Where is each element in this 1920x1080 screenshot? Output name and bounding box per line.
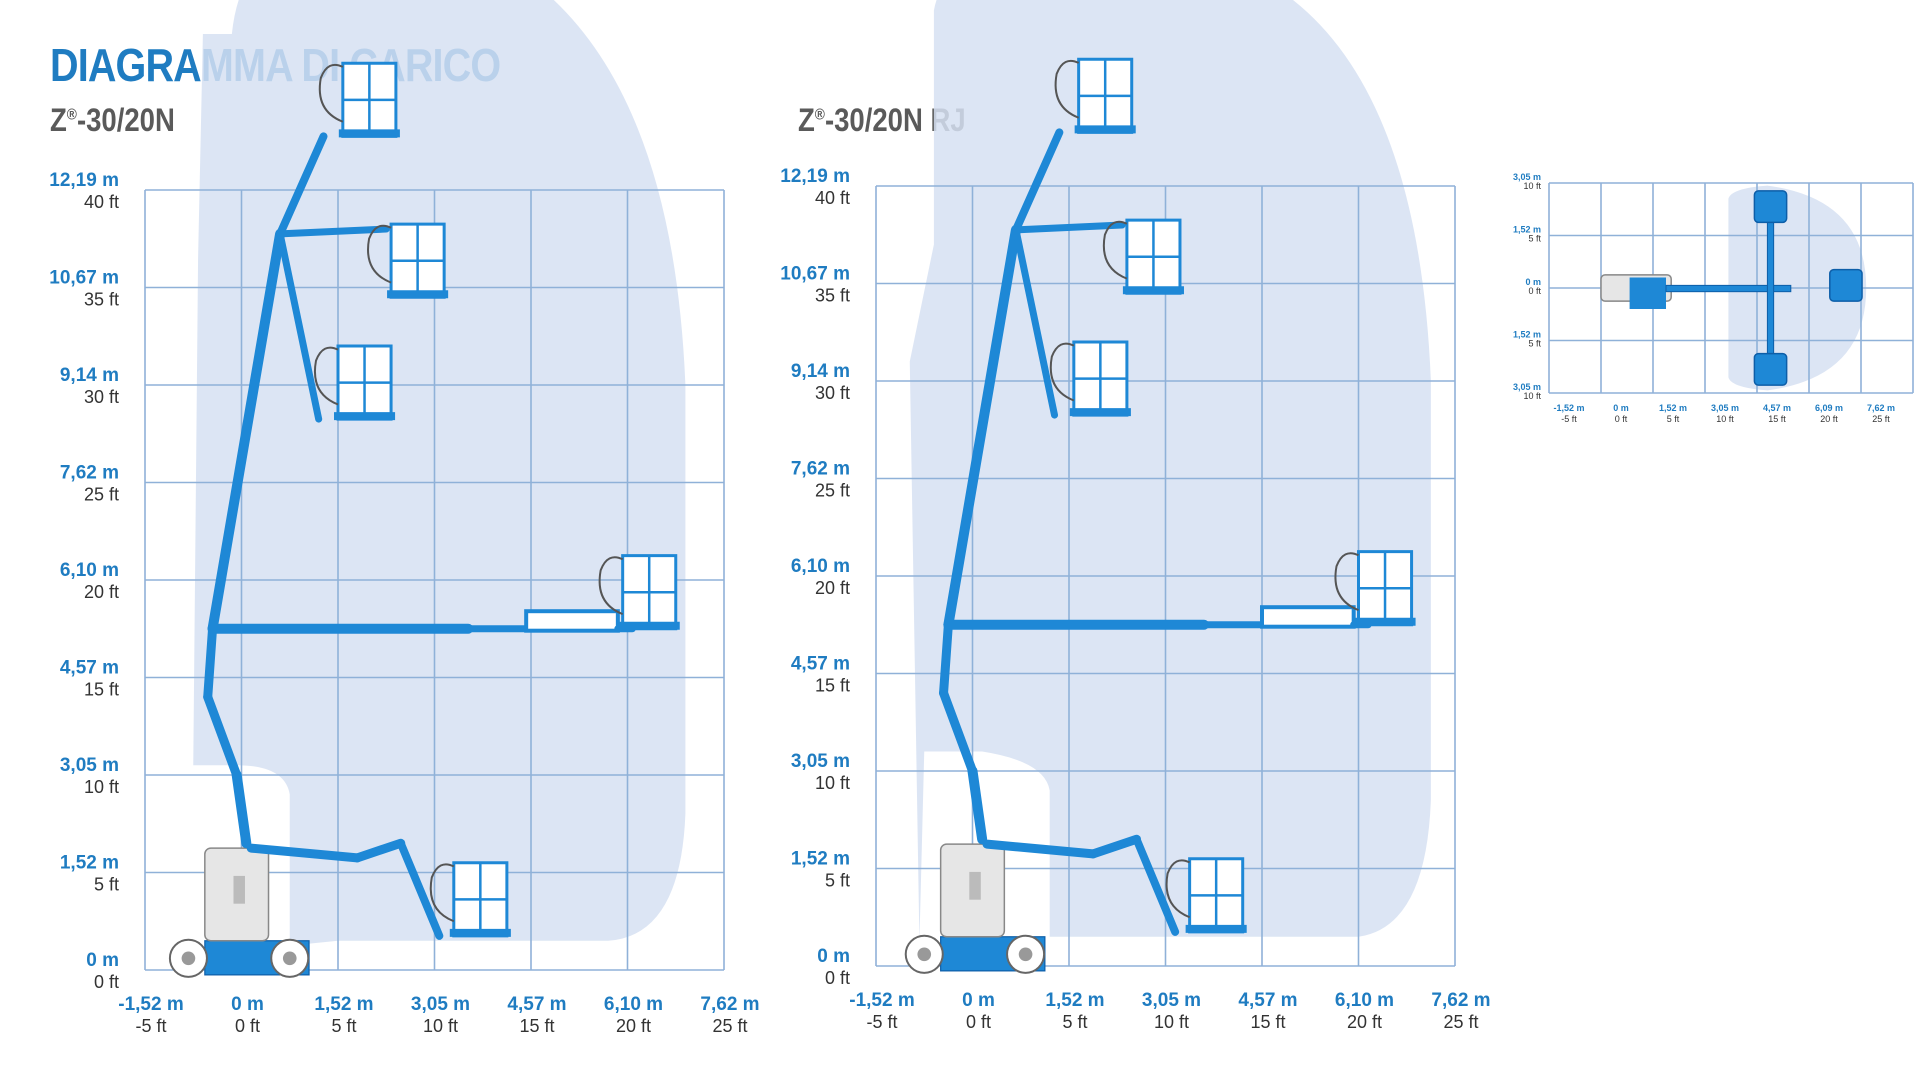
y-tick-label-ft: 30 ft — [84, 387, 119, 407]
y-tick-label-ft: 40 ft — [84, 192, 119, 212]
model-prefix: Z — [798, 102, 815, 138]
model-title-z-30-20n: Z®-30/20N — [50, 102, 175, 139]
y-tick-label-m: 1,52 m — [60, 853, 119, 874]
x-tick-label-m: -1,52 m — [118, 994, 183, 1015]
x-tick-label-ft: 15 ft — [519, 1016, 554, 1036]
working-envelope — [193, 0, 686, 946]
jib-lower — [396, 839, 444, 940]
lower-boom — [246, 843, 362, 863]
y-tick-label-m: 7,62 m — [60, 463, 119, 484]
y-tick-label-ft: 5 ft — [94, 875, 119, 895]
basket-floor — [449, 928, 511, 937]
wheel-hub — [181, 951, 196, 966]
riser-post — [231, 770, 252, 849]
machine-illustration — [168, 61, 680, 978]
basket-floor — [334, 412, 396, 421]
basket-top — [318, 61, 400, 138]
basket-rail — [598, 556, 624, 616]
y-tick-label-ft: 35 ft — [84, 290, 119, 310]
basket-floor — [618, 621, 680, 630]
x-tick-label-ft: 10 ft — [423, 1016, 458, 1036]
model-prefix: Z — [50, 102, 67, 138]
model-suffix: -30/20N — [76, 102, 175, 138]
y-tick-label-m: 0 m — [86, 950, 119, 971]
x-tick-label-m: 4,57 m — [507, 994, 566, 1015]
x-tick-label-ft: 5 ft — [331, 1016, 356, 1036]
basket-rail — [367, 224, 392, 284]
basket-rail — [314, 346, 339, 406]
x-tick-label-ft: 0 ft — [235, 1016, 260, 1036]
basket-floor — [338, 129, 400, 138]
y-tick-label-ft: 15 ft — [84, 680, 119, 700]
y-tick-label-m: 9,14 m — [60, 365, 119, 386]
jib-up — [276, 132, 328, 238]
y-tick-label-m: 4,57 m — [60, 658, 119, 679]
y-tick-label-m: 10,67 m — [49, 268, 119, 289]
y-tick-label-ft: 10 ft — [84, 777, 119, 797]
y-tick-label-ft: 25 ft — [84, 485, 119, 505]
basket-floor — [387, 290, 449, 299]
x-tick-label-m: 6,10 m — [604, 994, 663, 1015]
y-tick-label-ft: 20 ft — [84, 582, 119, 602]
x-tick-label-m: 1,52 m — [314, 994, 373, 1015]
x-tick-label-m: 0 m — [231, 994, 264, 1015]
riser-link — [203, 692, 242, 780]
x-tick-label-ft: 25 ft — [712, 1016, 747, 1036]
basket-rail — [318, 63, 344, 123]
x-tick-label-m: 7,62 m — [700, 994, 759, 1015]
y-tick-label-ft: 0 ft — [94, 972, 119, 992]
basket-outreach — [598, 554, 680, 631]
x-tick-label-ft: 20 ft — [616, 1016, 651, 1036]
basket-rail — [429, 863, 455, 923]
basket-ground — [429, 861, 511, 938]
knuckle — [352, 838, 406, 863]
registered-mark: ® — [814, 106, 825, 124]
y-tick-label-m: 12,19 m — [49, 170, 119, 191]
y-tick-label-m: 6,10 m — [60, 560, 119, 581]
basket-mid-low — [314, 344, 396, 421]
basket-mid-right — [367, 222, 449, 299]
riser-top — [203, 624, 218, 702]
y-tick-label-m: 3,05 m — [60, 755, 119, 776]
wheel-hub — [282, 951, 297, 966]
jib-down — [276, 230, 323, 423]
outreach-extension — [524, 609, 620, 633]
registered-mark: ® — [66, 106, 77, 124]
x-tick-label-m: 3,05 m — [411, 994, 470, 1015]
main-boom — [207, 228, 286, 634]
x-tick-label-ft: -5 ft — [135, 1016, 166, 1036]
control-box — [233, 875, 245, 904]
jib-mid-arm — [276, 225, 390, 238]
